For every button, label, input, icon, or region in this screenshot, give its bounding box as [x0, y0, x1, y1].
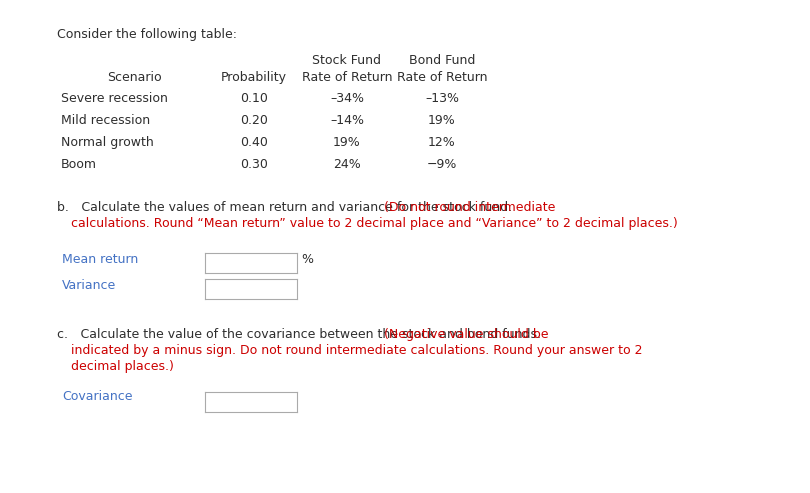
Text: Rate of Return: Rate of Return: [302, 71, 392, 84]
Text: b. Calculate the values of mean return and variance for the stock fund.: b. Calculate the values of mean return a…: [57, 201, 518, 214]
Text: Rate of Return: Rate of Return: [397, 71, 488, 84]
Text: Probability: Probability: [221, 71, 287, 84]
Text: Variance: Variance: [62, 279, 117, 292]
Text: Mild recession: Mild recession: [61, 114, 150, 127]
Text: 0.20: 0.20: [240, 114, 268, 127]
Text: %: %: [301, 253, 313, 266]
Text: 24%: 24%: [333, 158, 361, 171]
Text: –13%: –13%: [425, 92, 459, 105]
Text: Covariance: Covariance: [62, 390, 133, 403]
Text: 0.10: 0.10: [240, 92, 268, 105]
Text: Normal growth: Normal growth: [61, 136, 154, 149]
Text: calculations. Round “Mean return” value to 2 decimal place and “Variance” to 2 d: calculations. Round “Mean return” value …: [71, 217, 678, 230]
Text: Bond Fund: Bond Fund: [409, 54, 475, 67]
Text: 0.30: 0.30: [240, 158, 268, 171]
Text: (Do not round intermediate: (Do not round intermediate: [384, 201, 556, 214]
Text: Scenario: Scenario: [107, 71, 161, 84]
Text: Stock Fund: Stock Fund: [313, 54, 382, 67]
Text: 19%: 19%: [333, 136, 361, 149]
Text: −9%: −9%: [427, 158, 457, 171]
Text: decimal places.): decimal places.): [71, 360, 174, 373]
Text: –34%: –34%: [330, 92, 364, 105]
Text: Mean return: Mean return: [62, 253, 139, 266]
Text: Severe recession: Severe recession: [61, 92, 168, 105]
Text: 19%: 19%: [428, 114, 456, 127]
Text: 0.40: 0.40: [240, 136, 268, 149]
Text: indicated by a minus sign. Do not round intermediate calculations. Round your an: indicated by a minus sign. Do not round …: [71, 344, 642, 357]
Text: Boom: Boom: [61, 158, 97, 171]
Text: 12%: 12%: [428, 136, 456, 149]
Text: c. Calculate the value of the covariance between the stock and bond funds.: c. Calculate the value of the covariance…: [57, 328, 548, 341]
Text: –14%: –14%: [330, 114, 364, 127]
Text: (Negative value should be: (Negative value should be: [384, 328, 548, 341]
Text: Consider the following table:: Consider the following table:: [57, 28, 237, 41]
